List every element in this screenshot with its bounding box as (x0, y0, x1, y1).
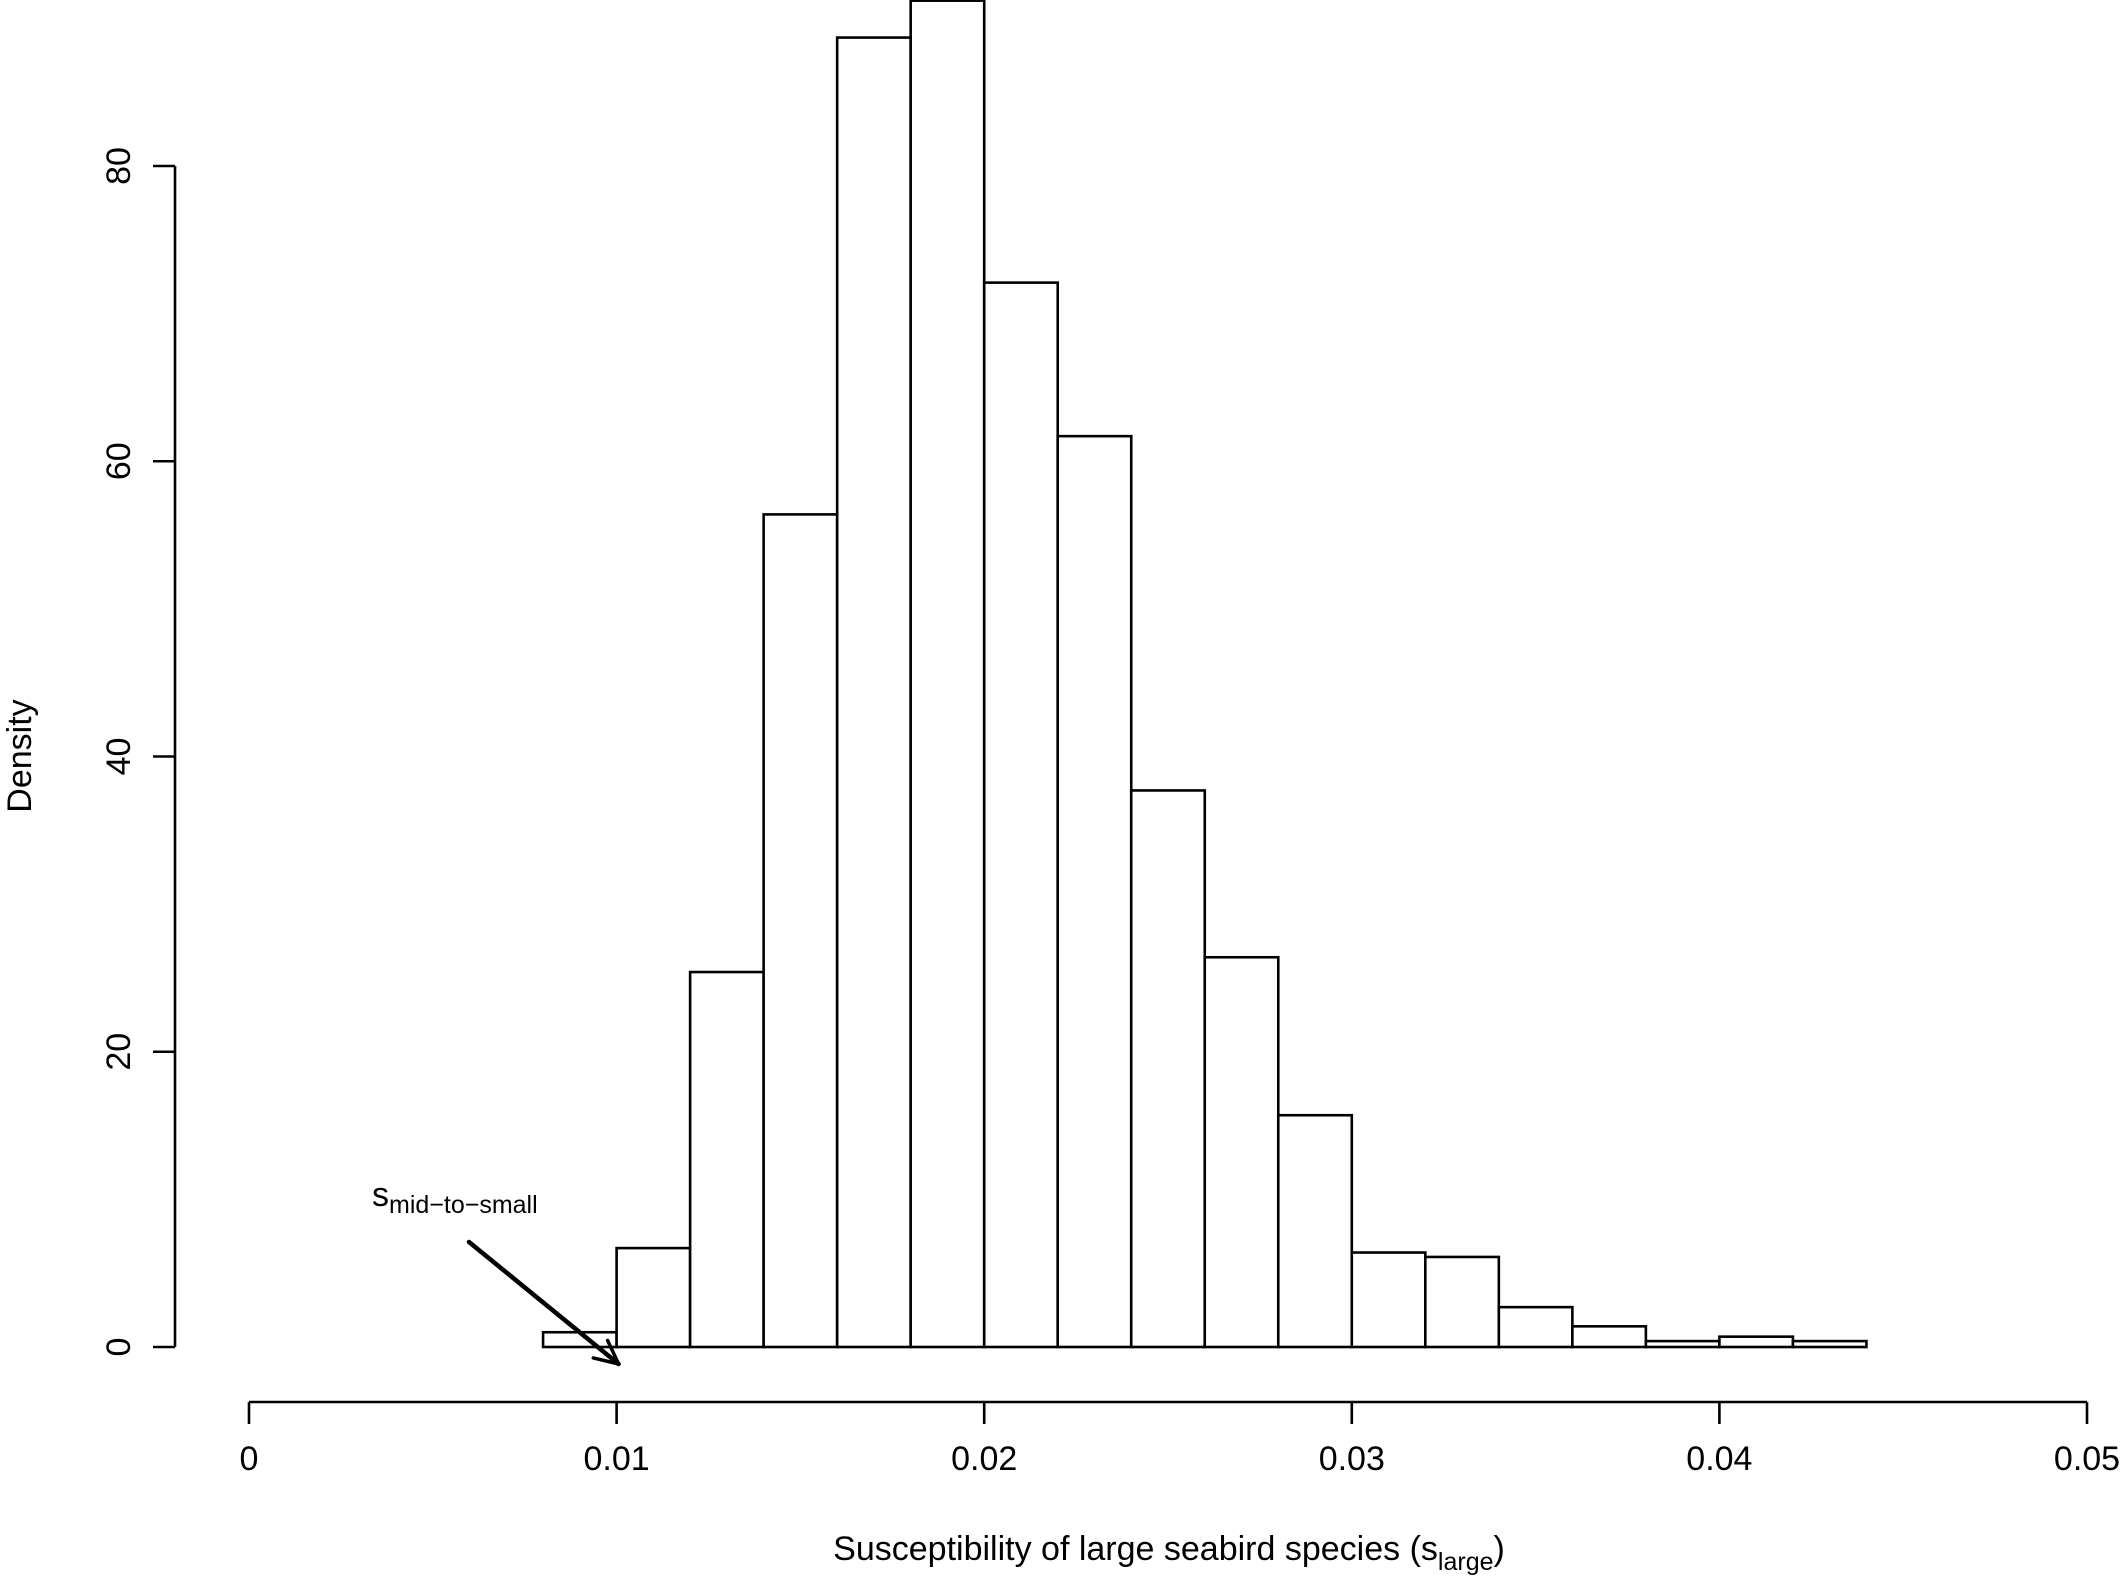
bars-layer (541, 0, 1868, 1349)
y-tick-label: 20 (100, 1033, 138, 1071)
histogram-bar (1276, 1113, 1354, 1349)
y-tick-label: 60 (100, 442, 138, 480)
histogram-bar (688, 970, 765, 1349)
histogram-bar (1350, 1251, 1427, 1349)
annotation-label: smid−to−small (372, 1176, 538, 1219)
x-tick-label: 0.05 (2054, 1440, 2120, 1478)
histogram-bar (1571, 1325, 1648, 1349)
histogram-bar (1718, 1335, 1795, 1349)
y-tick-label: 40 (100, 738, 138, 776)
histogram-bar (835, 36, 912, 1349)
histogram-bar (1791, 1339, 1868, 1349)
histogram-bar (762, 513, 839, 1349)
y-tick-label: 80 (100, 147, 138, 185)
annotation-arrowhead (605, 1338, 621, 1366)
histogram-bar (1644, 1339, 1721, 1349)
histogram-bar (1424, 1255, 1501, 1349)
histogram-bar (1129, 789, 1207, 1349)
annotation-arrow (466, 1239, 621, 1367)
x-tick-label: 0.04 (1686, 1440, 1752, 1478)
y-axis: 0 20 40 60 80 (100, 147, 177, 1357)
x-axis: 0 0.01 0.02 0.03 0.04 0.05 (240, 1400, 2120, 1478)
annotation-arrowhead (591, 1356, 621, 1366)
y-tick-label: 0 (100, 1338, 138, 1357)
x-tick-label: 0.01 (584, 1440, 650, 1478)
x-tick-label: 0.03 (1319, 1440, 1385, 1478)
x-tick-label: 0 (240, 1440, 259, 1478)
annotation-layer: smid−to−small (372, 1176, 621, 1367)
x-tick-label: 0.02 (951, 1440, 1017, 1478)
histogram-bar (615, 1246, 692, 1349)
histogram-bar (1497, 1305, 1574, 1349)
histogram-bar (1056, 434, 1133, 1349)
y-axis-title: Density (1, 699, 39, 812)
histogram-bar (982, 281, 1060, 1349)
histogram-bar (909, 0, 986, 1349)
histogram-bar (1203, 955, 1280, 1349)
x-axis-title: Susceptibility of large seabird species … (833, 1530, 1505, 1576)
